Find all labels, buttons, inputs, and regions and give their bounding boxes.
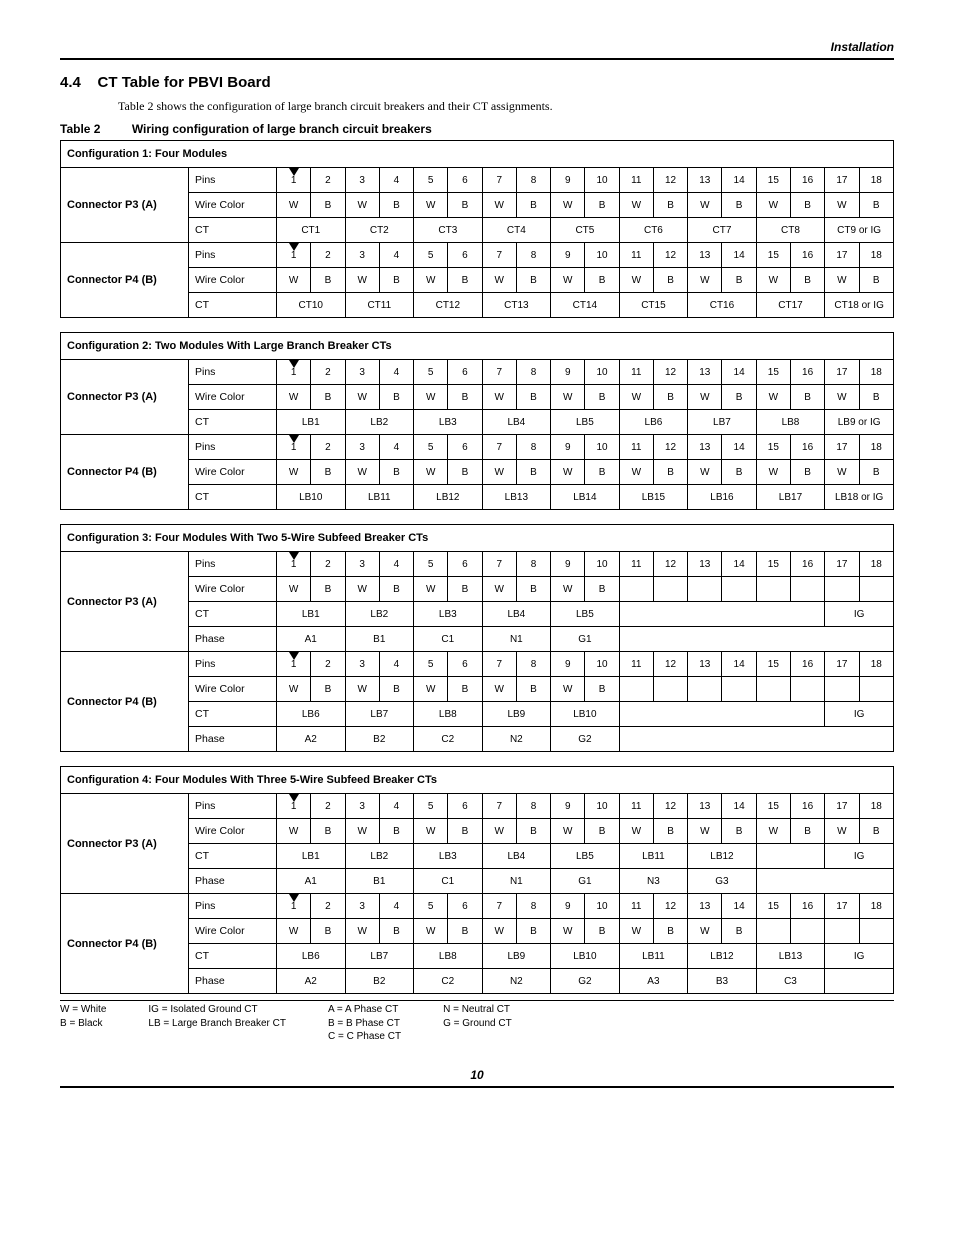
table-row: Connector P3 (A) Pins 1 234 567 8910 111…: [61, 794, 894, 819]
section-heading: CT Table for PBVI Board: [98, 74, 271, 91]
config3-title: Configuration 3: Four Modules With Two 5…: [61, 525, 894, 552]
row-label: Pins: [189, 168, 277, 193]
table-row: Connector P4 (B) Pins 1 234 567 8910 111…: [61, 243, 894, 268]
table-label: Table 2: [60, 122, 100, 136]
section-title: 4.4 CT Table for PBVI Board: [60, 74, 894, 91]
legend-col: IG = Isolated Ground CT LB = Large Branc…: [148, 1003, 286, 1044]
table-title: Wiring configuration of large branch cir…: [132, 122, 432, 136]
config2-table: Configuration 2: Two Modules With Large …: [60, 332, 894, 510]
legend-col: N = Neutral CT G = Ground CT: [443, 1003, 512, 1044]
section-intro: Table 2 shows the configuration of large…: [118, 99, 894, 114]
table-row: Connector P4 (B) Pins 1 234 567 8910 111…: [61, 652, 894, 677]
page-header: Installation: [60, 40, 894, 60]
legend-col: W = White B = Black: [60, 1003, 106, 1044]
config4-title: Configuration 4: Four Modules With Three…: [61, 767, 894, 794]
page-footer: 10: [60, 1068, 894, 1088]
table-row: Connector P3 (A) Pins 1 234 567 8910 111…: [61, 360, 894, 385]
config1-table: Configuration 1: Four Modules Connector …: [60, 140, 894, 318]
table-caption: Table 2 Wiring configuration of large br…: [60, 122, 894, 136]
config2-title: Configuration 2: Two Modules With Large …: [61, 333, 894, 360]
config1-title: Configuration 1: Four Modules: [61, 141, 894, 168]
table-row: Connector P3 (A) Pins 1 234 567 8910 111…: [61, 168, 894, 193]
connector-p4-label: Connector P4 (B): [61, 243, 189, 318]
legend-col: A = A Phase CT B = B Phase CT C = C Phas…: [328, 1003, 401, 1044]
table-row: Connector P4 (B) Pins 1 234 567 8910 111…: [61, 894, 894, 919]
table-row: Connector P3 (A) Pins 1 234 567 8910 111…: [61, 552, 894, 577]
legend: W = White B = Black IG = Isolated Ground…: [60, 1000, 894, 1044]
section-number: 4.4: [60, 74, 81, 91]
table-row: Connector P4 (B) Pins 1 234 567 8910 111…: [61, 435, 894, 460]
connector-p3-label: Connector P3 (A): [61, 168, 189, 243]
config4-table: Configuration 4: Four Modules With Three…: [60, 766, 894, 994]
config3-table: Configuration 3: Four Modules With Two 5…: [60, 524, 894, 752]
pin-cell: 1: [277, 168, 311, 193]
